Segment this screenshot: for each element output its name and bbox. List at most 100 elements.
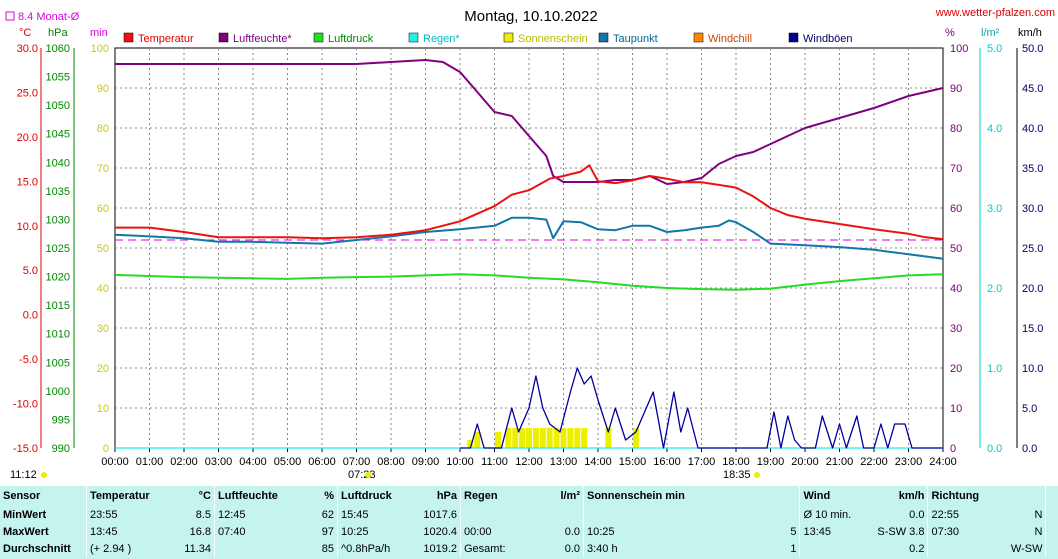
hdr-filler xyxy=(1045,486,1058,506)
x-tick-label: 10:00 xyxy=(446,456,474,468)
unit-min: min xyxy=(90,27,108,39)
sunshine-bar xyxy=(512,428,519,448)
x-tick-label: 18:00 xyxy=(722,456,750,468)
rain-tick-label: 2.0 xyxy=(987,283,1002,295)
pressure-tick-label: 1035 xyxy=(46,186,70,198)
pressure-tick-label: 1055 xyxy=(46,72,70,84)
row-label: Durchschnitt xyxy=(3,542,71,555)
sunset-icon xyxy=(754,472,760,478)
legend-label: Luftdruck xyxy=(328,33,374,45)
site-link[interactable]: www.wetter-pfalzen.com xyxy=(935,7,1055,19)
sun-tick-label: 80 xyxy=(97,123,109,135)
hdr-sensor: Sensor xyxy=(3,490,41,502)
sunshine-bar xyxy=(567,428,574,448)
pressure-tick-label: 990 xyxy=(52,443,70,455)
temp-tick-label: -5.0 xyxy=(19,354,38,366)
row-label: MaxWert xyxy=(3,525,49,538)
x-tick-label: 20:00 xyxy=(791,456,819,468)
hdr-sun: Sonnenschein min xyxy=(582,486,800,506)
series-line-luftdruck xyxy=(114,273,944,291)
legend-label: Sonnenschein xyxy=(518,33,588,45)
x-tick-label: 07:00 xyxy=(343,456,371,468)
sunshine-bar xyxy=(546,428,553,448)
humidity-tick-label: 70 xyxy=(950,163,962,175)
cell: 13:45 xyxy=(86,523,168,540)
hdr-temp: Temperatur xyxy=(86,486,168,506)
unit-kmh: km/h xyxy=(1018,27,1042,39)
stats-panel: Sensor Temperatur °C Luftfeuchte % Luftd… xyxy=(0,486,1058,559)
wind-tick-label: 30.0 xyxy=(1022,203,1043,215)
sunshine-bar xyxy=(532,428,539,448)
unit-hpa: hPa xyxy=(48,27,68,39)
humidity-tick-label: 30 xyxy=(950,323,962,335)
wind-tick-label: 5.0 xyxy=(1022,403,1037,415)
rain-tick-label: 3.0 xyxy=(987,203,1002,215)
cell: 10:25 xyxy=(582,523,745,540)
sun-tick-label: 60 xyxy=(97,203,109,215)
cell: 23:55 xyxy=(86,506,168,523)
cell: (+ 2.94 ) xyxy=(86,540,168,557)
sunshine-bar xyxy=(605,428,612,448)
cell: 0.0 xyxy=(564,525,580,538)
humidity-tick-label: 100 xyxy=(950,43,968,55)
legend-swatch xyxy=(788,32,799,43)
rain-tick-label: 4.0 xyxy=(987,123,1002,135)
hdr-hum-unit: % xyxy=(324,490,334,502)
stats-row-min: MinWert 23:55 8.5 12:45 62 15:45 1017.6 … xyxy=(0,506,1058,523)
sunshine-bar xyxy=(574,428,581,448)
hdr-temp-unit: °C xyxy=(198,490,211,502)
sunrise-label: 07:23 xyxy=(348,469,376,481)
cell: Gesamt: xyxy=(460,540,537,557)
humidity-tick-label: 50 xyxy=(950,243,962,255)
cell xyxy=(214,540,296,557)
hdr-dir: Richtung xyxy=(927,486,990,506)
sun-tick-label: 10 xyxy=(97,403,109,415)
temp-tick-label: 30.0 xyxy=(17,43,38,55)
cell: S-SW 3.8 xyxy=(877,525,925,538)
hdr-rain: Regen xyxy=(460,486,537,506)
chart-legend: Temperatur Luftfeuchte* Luftdruck Regen* Son… xyxy=(123,32,853,45)
pressure-tick-label: 1010 xyxy=(46,329,70,341)
x-tick-label: 08:00 xyxy=(377,456,405,468)
cell: 0.2 xyxy=(909,542,925,555)
wind-tick-label: 25.0 xyxy=(1022,243,1043,255)
sunshine-bar xyxy=(505,428,512,448)
legend-label: Taupunkt xyxy=(613,33,658,45)
x-tick-label: 24:00 xyxy=(929,456,957,468)
pressure-tick-label: 1000 xyxy=(46,386,70,398)
x-tick-label: 00:00 xyxy=(101,456,129,468)
sunshine-bar xyxy=(560,428,567,448)
sun-tick-label: 100 xyxy=(91,43,109,55)
sunshine-bar xyxy=(632,428,639,448)
legend-swatch xyxy=(313,32,324,43)
wind-tick-label: 10.0 xyxy=(1022,363,1043,375)
hdr-press-unit: hPa xyxy=(436,490,457,502)
cell: N xyxy=(1034,508,1043,521)
humidity-tick-label: 20 xyxy=(950,363,962,375)
temp-tick-label: -10.0 xyxy=(13,399,38,411)
cell: 1017.6 xyxy=(423,508,457,521)
temp-tick-label: 5.0 xyxy=(23,265,38,277)
cell: N xyxy=(1034,525,1043,538)
cell: 0.0 xyxy=(564,542,580,555)
cell-filler xyxy=(1045,523,1058,540)
pressure-tick-label: 1015 xyxy=(46,300,70,312)
monthavg-swatch xyxy=(5,11,15,21)
chart-grid xyxy=(114,47,944,449)
pressure-tick-label: 1020 xyxy=(46,272,70,284)
sun-tick-label: 30 xyxy=(97,323,109,335)
cell: 00:00 xyxy=(460,523,537,540)
x-tick-label: 23:00 xyxy=(895,456,923,468)
series-line-temperatur xyxy=(115,164,944,241)
sunshine-bar xyxy=(581,428,588,448)
wind-tick-label: 45.0 xyxy=(1022,83,1043,95)
stats-row-avg: Durchschnitt (+ 2.94 ) 11.34 85 ^0.8hPa/… xyxy=(0,540,1058,557)
cell: Ø 10 min. xyxy=(799,506,867,523)
x-tick-label: 04:00 xyxy=(239,456,267,468)
time-left-label: 11:12 xyxy=(10,469,37,481)
unit-lm2: l/m² xyxy=(981,27,1000,39)
sunshine-bar xyxy=(467,440,474,448)
cell xyxy=(745,506,800,523)
rain-tick-label: 1.0 xyxy=(987,363,1002,375)
x-tick-label: 03:00 xyxy=(205,456,233,468)
